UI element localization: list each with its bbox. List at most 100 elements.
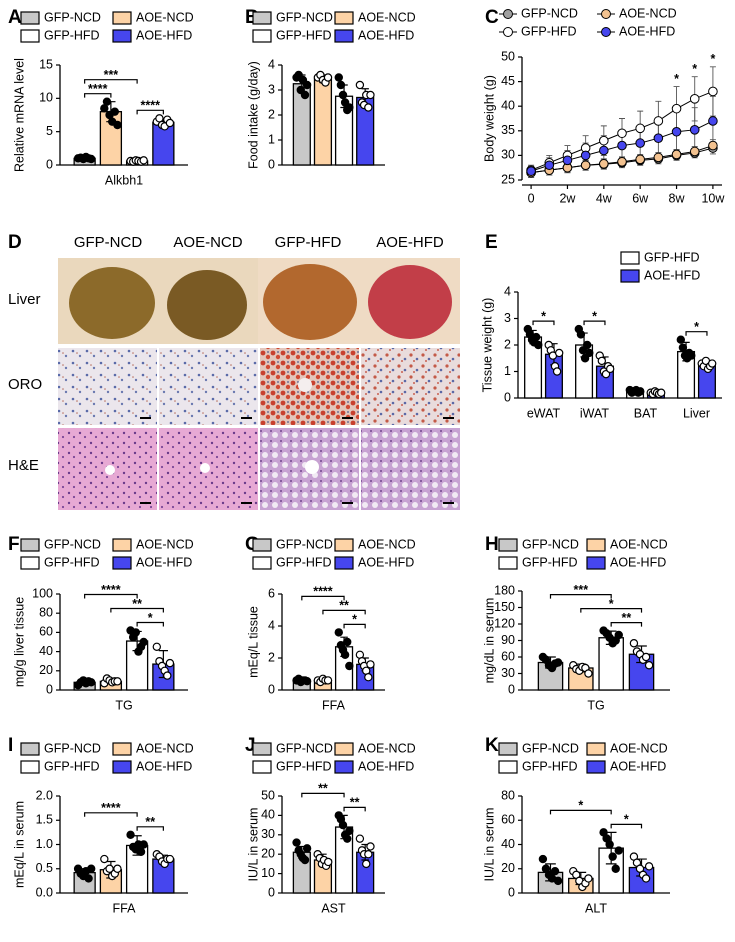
data-point [139,637,148,647]
legend-marker [503,9,513,19]
x-tick-label: 4w [596,191,613,205]
data-point [599,135,609,146]
legend-label: AOE-NCD [610,741,668,755]
legend-label: AOE-NCD [358,741,416,755]
legend-label: GFP-HFD [276,28,332,42]
data-point [323,676,333,685]
y-tick-label: 150 [494,600,515,614]
data-point [599,145,609,156]
data-point [617,156,627,167]
y-tick-label: 2 [504,337,511,351]
legend-label: GFP-NCD [521,6,578,20]
legend-swatch [334,538,354,552]
data-point [584,669,593,678]
x-tick-label: 2w [559,191,576,205]
significance-bracket [136,621,164,627]
data-point [366,660,375,669]
significance-bracket [343,623,366,629]
bar [313,78,333,166]
legend-swatch [112,760,132,774]
y-axis-label: Relative mRNA level [12,58,26,172]
significance-bracket [532,320,555,326]
data-point [86,678,96,687]
data-point [635,154,645,165]
y-tick-label: 0 [46,157,53,171]
significance-bracket [301,792,345,798]
y-axis-label: Body weight (g) [482,75,496,162]
legend-swatch [334,742,354,756]
column-label: GFP-NCD [74,234,142,251]
y-tick-label: 5 [46,124,53,138]
data-point [324,857,333,867]
significance-bracket [110,607,164,613]
data-point [601,369,611,379]
data-point [345,826,354,836]
significance-bracket [610,823,643,829]
data-point [323,73,333,82]
legend-swatch [334,760,354,774]
legend-swatch [498,760,518,774]
legend-label: AOE-HFD [619,24,675,38]
legend-label: AOE-HFD [358,555,414,569]
significance-label: **** [313,585,333,599]
legend-label: AOE-NCD [136,741,194,755]
legend-label: GFP-HFD [644,250,700,264]
legend-swatch [334,556,354,570]
legend-swatch [112,29,132,43]
data-point [629,639,639,648]
y-tick-label: 180 [494,583,515,597]
data-point [355,834,365,843]
x-tick-label: BAT [634,406,658,420]
y-tick-label: 0 [508,682,515,696]
data-point [340,650,350,660]
y-tick-label: 50 [261,788,275,802]
y-tick-label: 1 [504,364,511,378]
data-point [708,116,718,126]
y-tick-label: 2.0 [36,788,53,802]
chart-panel: E Tissue weight (g) GFP-HFD AOE-HFD 0 1 2 3 4 eWA… [480,232,722,420]
data-point [343,637,352,647]
data-point [300,855,310,865]
data-point [597,356,607,366]
significance-label: ** [339,599,349,613]
data-point [676,335,686,344]
significance-label: * [352,613,357,627]
y-tick-label: 0.0 [36,885,53,899]
data-point [582,340,592,350]
data-point [653,116,664,126]
x-tick-label: FFA [322,698,346,712]
legend-swatch [252,556,272,570]
data-point [580,354,590,363]
row-label: Liver [8,291,41,308]
liver-photo [167,270,247,340]
data-point [364,673,373,682]
y-tick-label: 4 [504,284,511,298]
significance-label: * [541,309,546,323]
legend-swatch [498,742,518,756]
data-point [617,128,627,139]
legend-swatch [586,538,606,552]
legend-label: GFP-HFD [276,759,332,773]
data-point [86,154,96,164]
data-point [334,73,343,82]
data-point [636,387,645,396]
data-point [362,859,371,869]
data-point [139,840,148,849]
panel-label: A [8,7,22,28]
data-point [605,364,615,374]
y-tick-label: 2 [268,650,275,664]
legend-label: AOE-HFD [610,759,666,773]
data-point [653,152,664,163]
data-point [678,343,688,352]
data-point [86,864,96,873]
significance-label: **** [101,583,121,597]
legend-swatch [112,742,132,756]
data-point [366,842,375,851]
y-tick-label: 45 [501,74,515,88]
data-point [553,658,563,667]
legend-swatch [252,538,272,552]
panel-label: K [485,735,499,756]
significance-label: **** [141,99,161,113]
significance-bracket [343,806,366,812]
chart-panel: K IU/L in serum GFP-NCD AOE-NCD GFP-HFD AOE-H… [482,735,670,915]
